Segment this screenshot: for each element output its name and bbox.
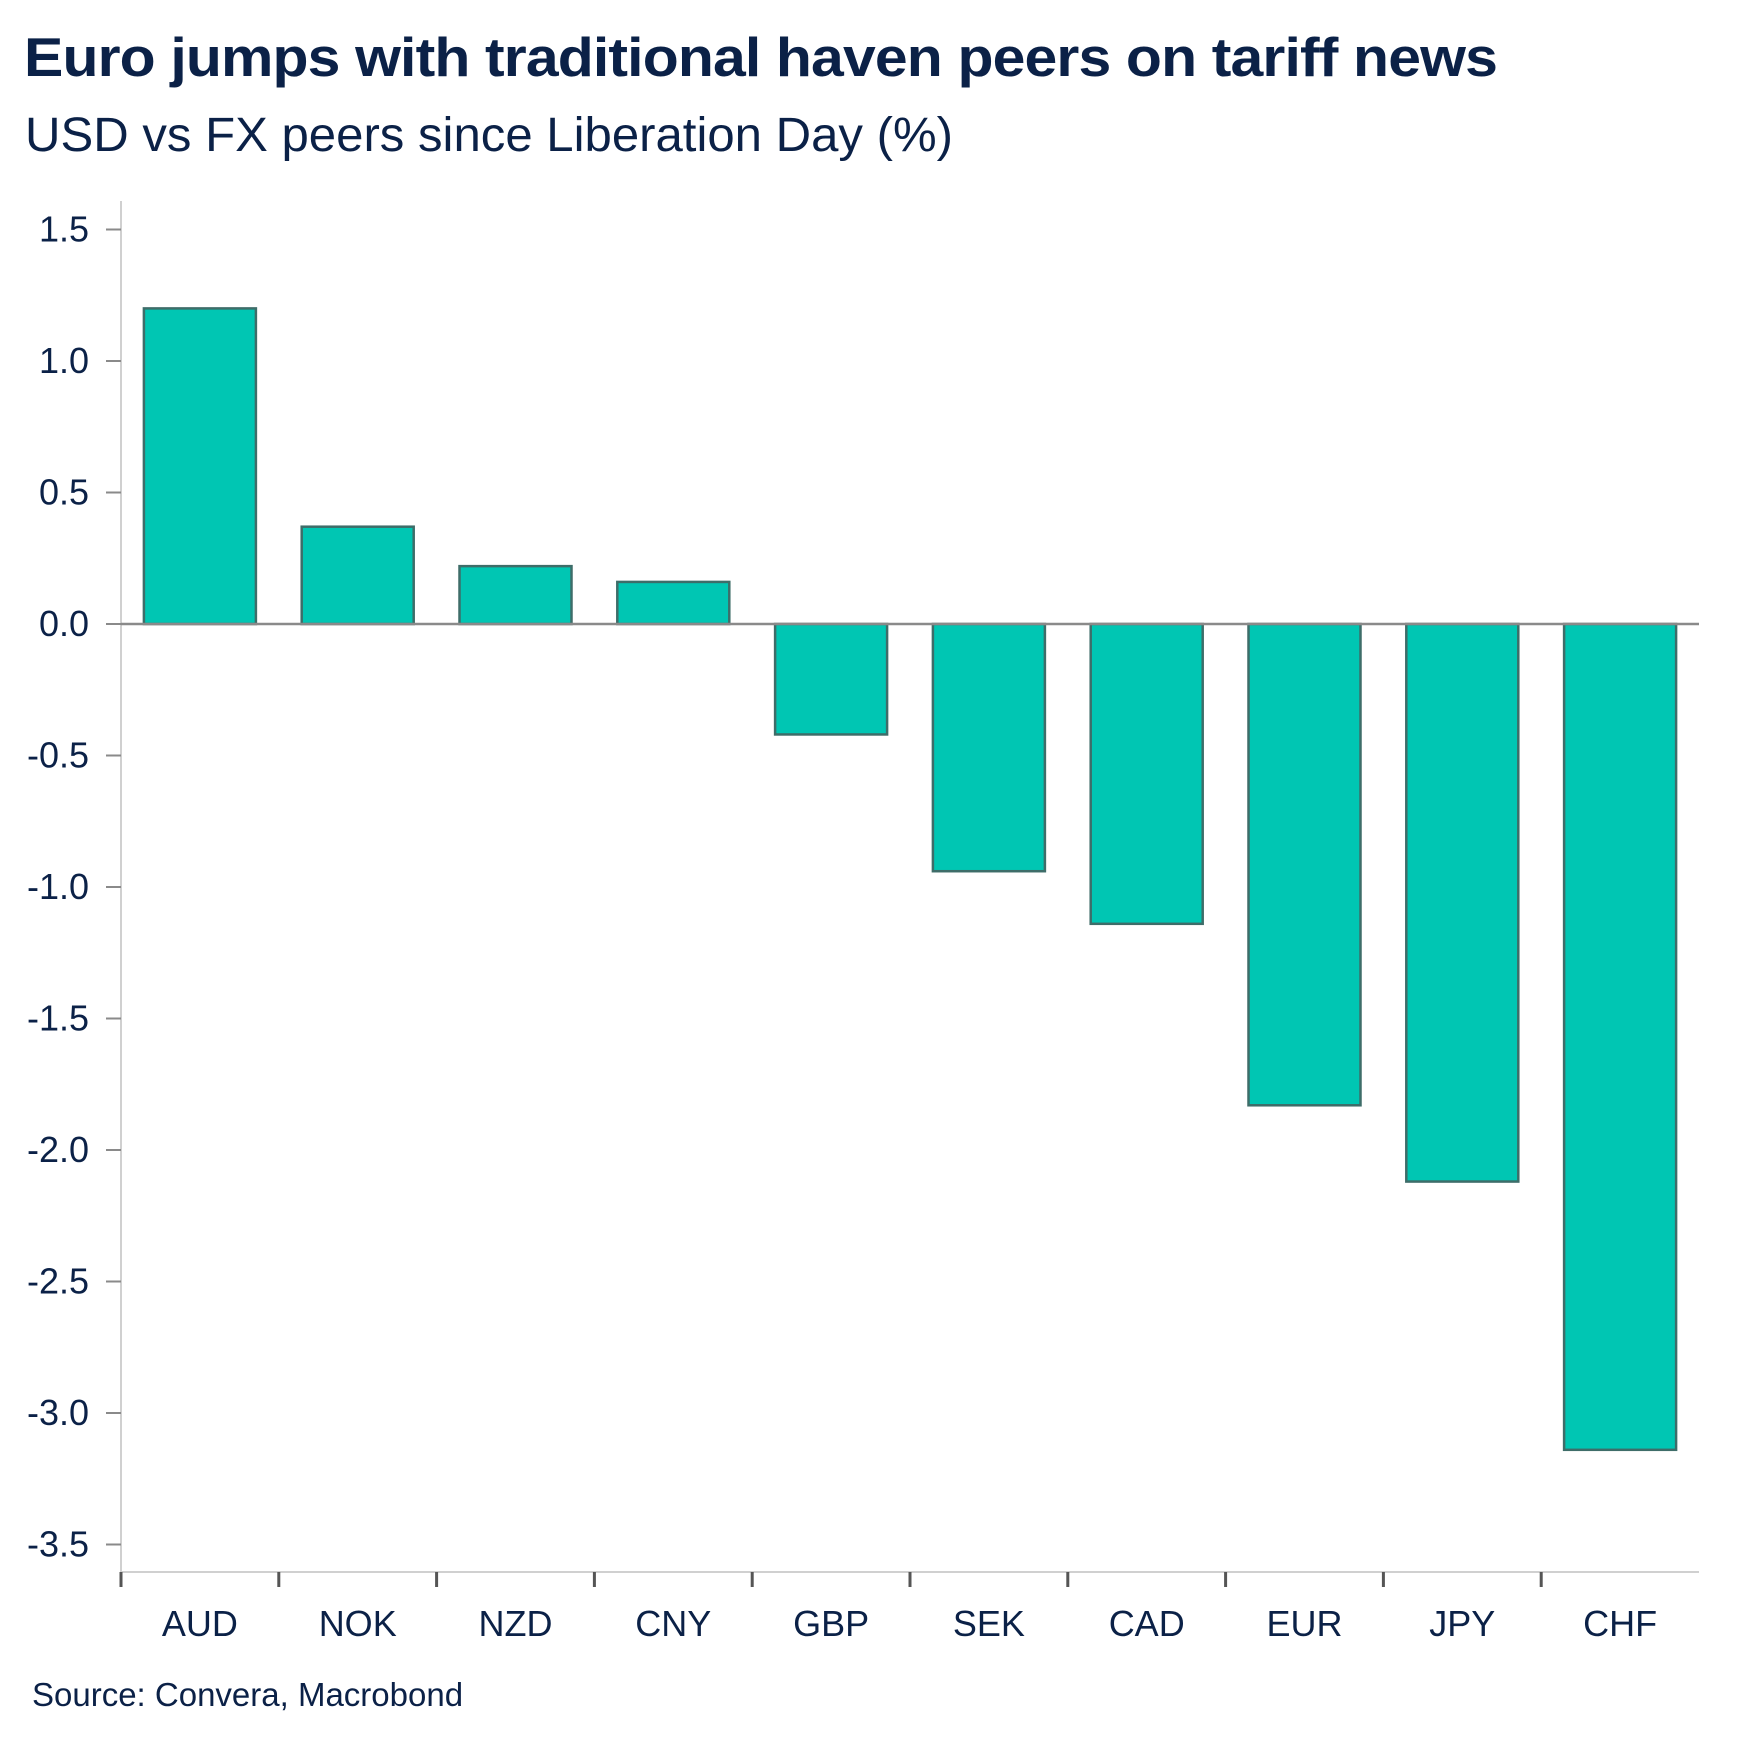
bar-cny [616, 580, 731, 626]
x-tick-label: NOK [319, 1603, 397, 1644]
y-tick-label: 1.0 [39, 340, 89, 381]
x-tick-label: CNY [635, 1603, 711, 1644]
bar-sek [931, 622, 1047, 873]
y-tick-label: 0.0 [39, 603, 89, 644]
x-tick-label: SEK [953, 1603, 1025, 1644]
x-tick-label: GBP [793, 1603, 869, 1644]
x-tick-label: EUR [1266, 1603, 1342, 1644]
y-tick-label: -2.5 [27, 1261, 89, 1302]
bar-cad [1089, 622, 1204, 926]
bar-eur [1247, 622, 1362, 1107]
bar-nzd [458, 564, 573, 626]
x-tick-label: AUD [162, 1603, 238, 1644]
x-tick-label: NZD [479, 1603, 553, 1644]
x-axis: AUD NOK NZD CNY GBP SEK CAD EUR JPY CHF [119, 1571, 1699, 1644]
y-tick-label: -2.0 [27, 1129, 89, 1170]
y-axis: 1.5 1.0 0.5 0.0 -0.5 -1.0 -1.5 -2.0 -2.5 -3.0 -3.5 [27, 201, 122, 1572]
bar-chf [1562, 622, 1678, 1452]
chart-subtitle: USD vs FX peers since Liberation Day (%) [25, 109, 953, 162]
x-tick-label: CAD [1109, 1603, 1185, 1644]
bar-aud [142, 307, 258, 626]
bars [121, 307, 1699, 1452]
bar-nok [300, 525, 415, 626]
y-tick-label: -3.5 [27, 1524, 89, 1565]
chart-title: Euro jumps with traditional haven peers … [24, 26, 1498, 88]
x-tick-label: JPY [1429, 1603, 1495, 1644]
y-tick-label: -1.0 [27, 866, 89, 907]
x-tick-label: CHF [1583, 1603, 1657, 1644]
chart-source: Source: Convera, Macrobond [32, 1676, 464, 1713]
bar-gbp [773, 622, 889, 736]
bar-jpy [1405, 622, 1520, 1183]
y-tick-label: -1.5 [27, 998, 89, 1039]
y-tick-label: 1.5 [39, 209, 89, 250]
y-tick-label: 0.5 [39, 472, 89, 513]
y-tick-label: -3.0 [27, 1392, 89, 1433]
y-tick-label: -0.5 [27, 735, 89, 776]
